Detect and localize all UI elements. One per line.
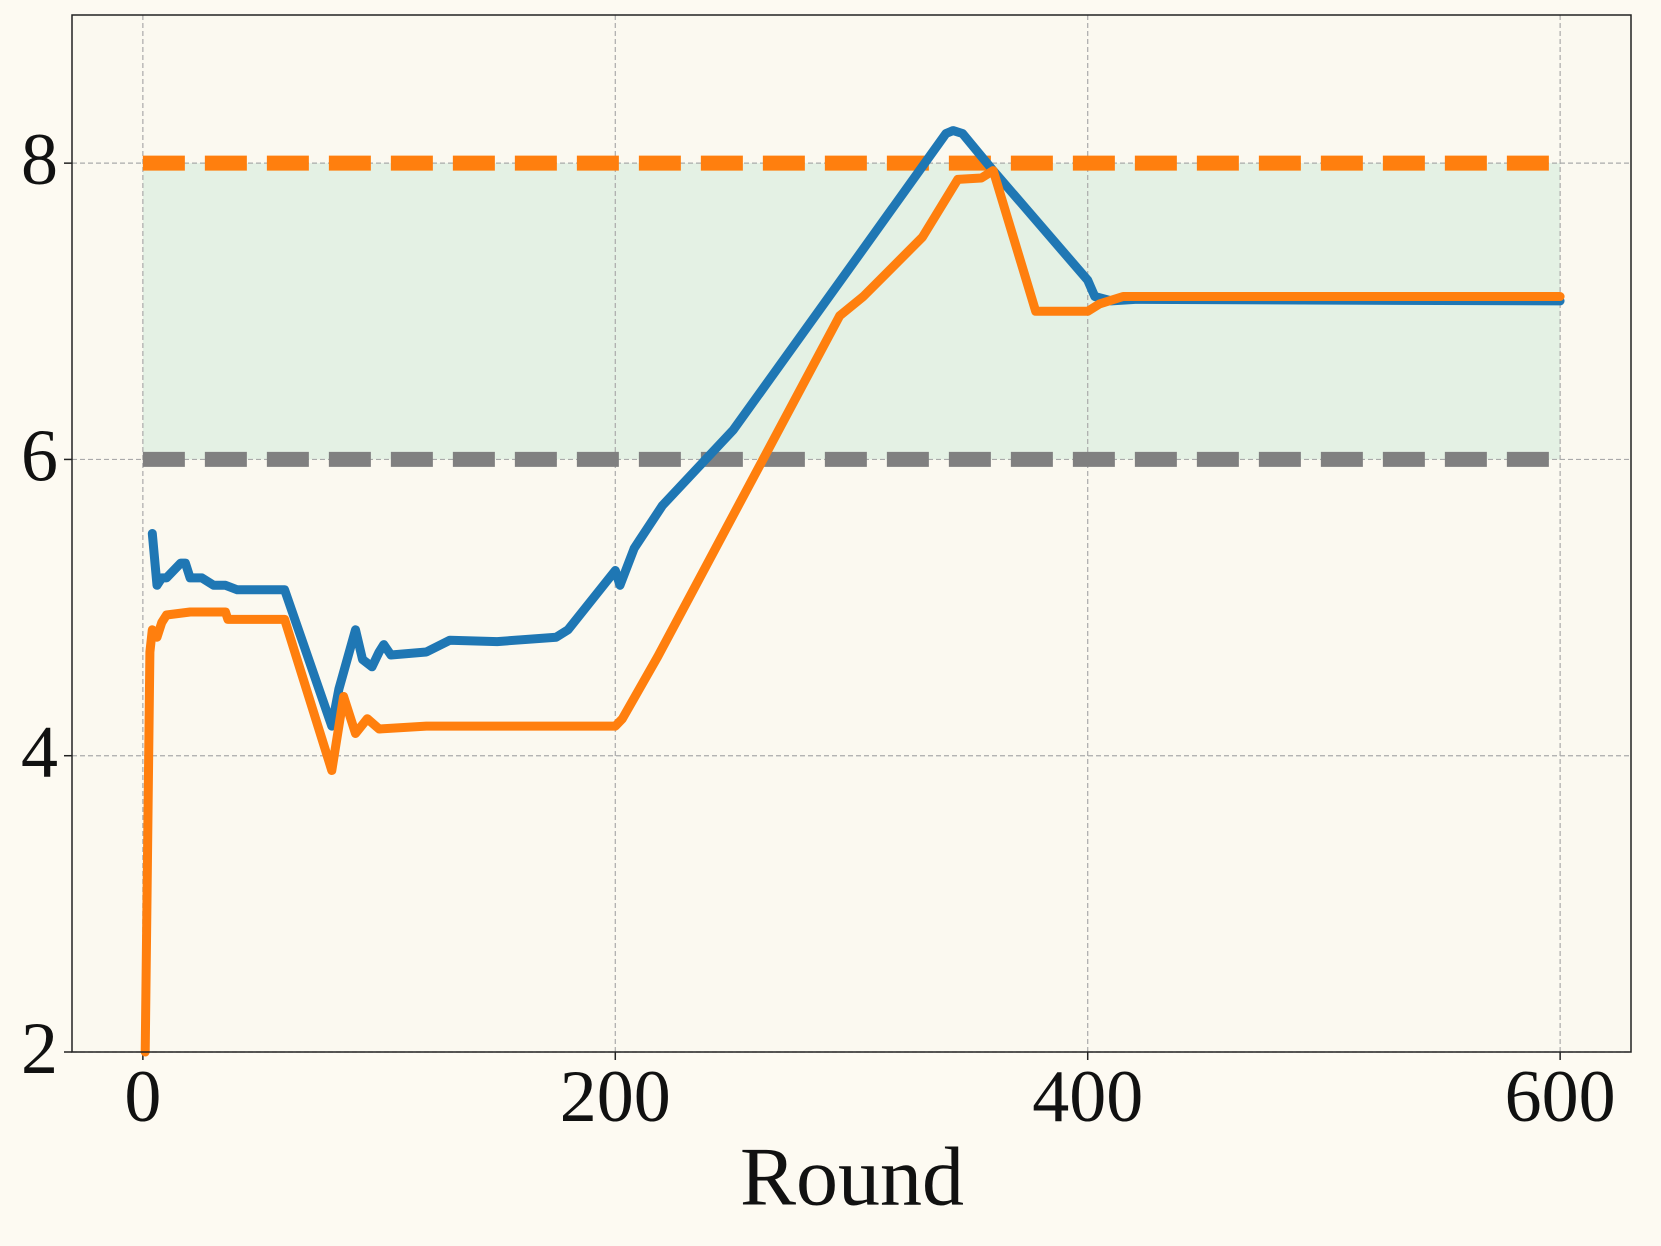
y-tick-label: 8 <box>21 119 58 201</box>
y-tick-label: 6 <box>21 415 58 497</box>
x-tick-label: 200 <box>560 1056 671 1138</box>
y-tick-label: 4 <box>21 712 58 794</box>
x-tick-label: 600 <box>1505 1056 1616 1138</box>
series-line <box>147 126 1565 731</box>
series-line <box>140 166 1565 1057</box>
y-tick-label: 2 <box>21 1008 58 1090</box>
plot-frame <box>71 14 1632 1053</box>
x-axis-label: Round <box>740 1130 964 1223</box>
x-tick-label: 0 <box>124 1056 161 1138</box>
x-tick-label: 400 <box>1032 1056 1143 1138</box>
